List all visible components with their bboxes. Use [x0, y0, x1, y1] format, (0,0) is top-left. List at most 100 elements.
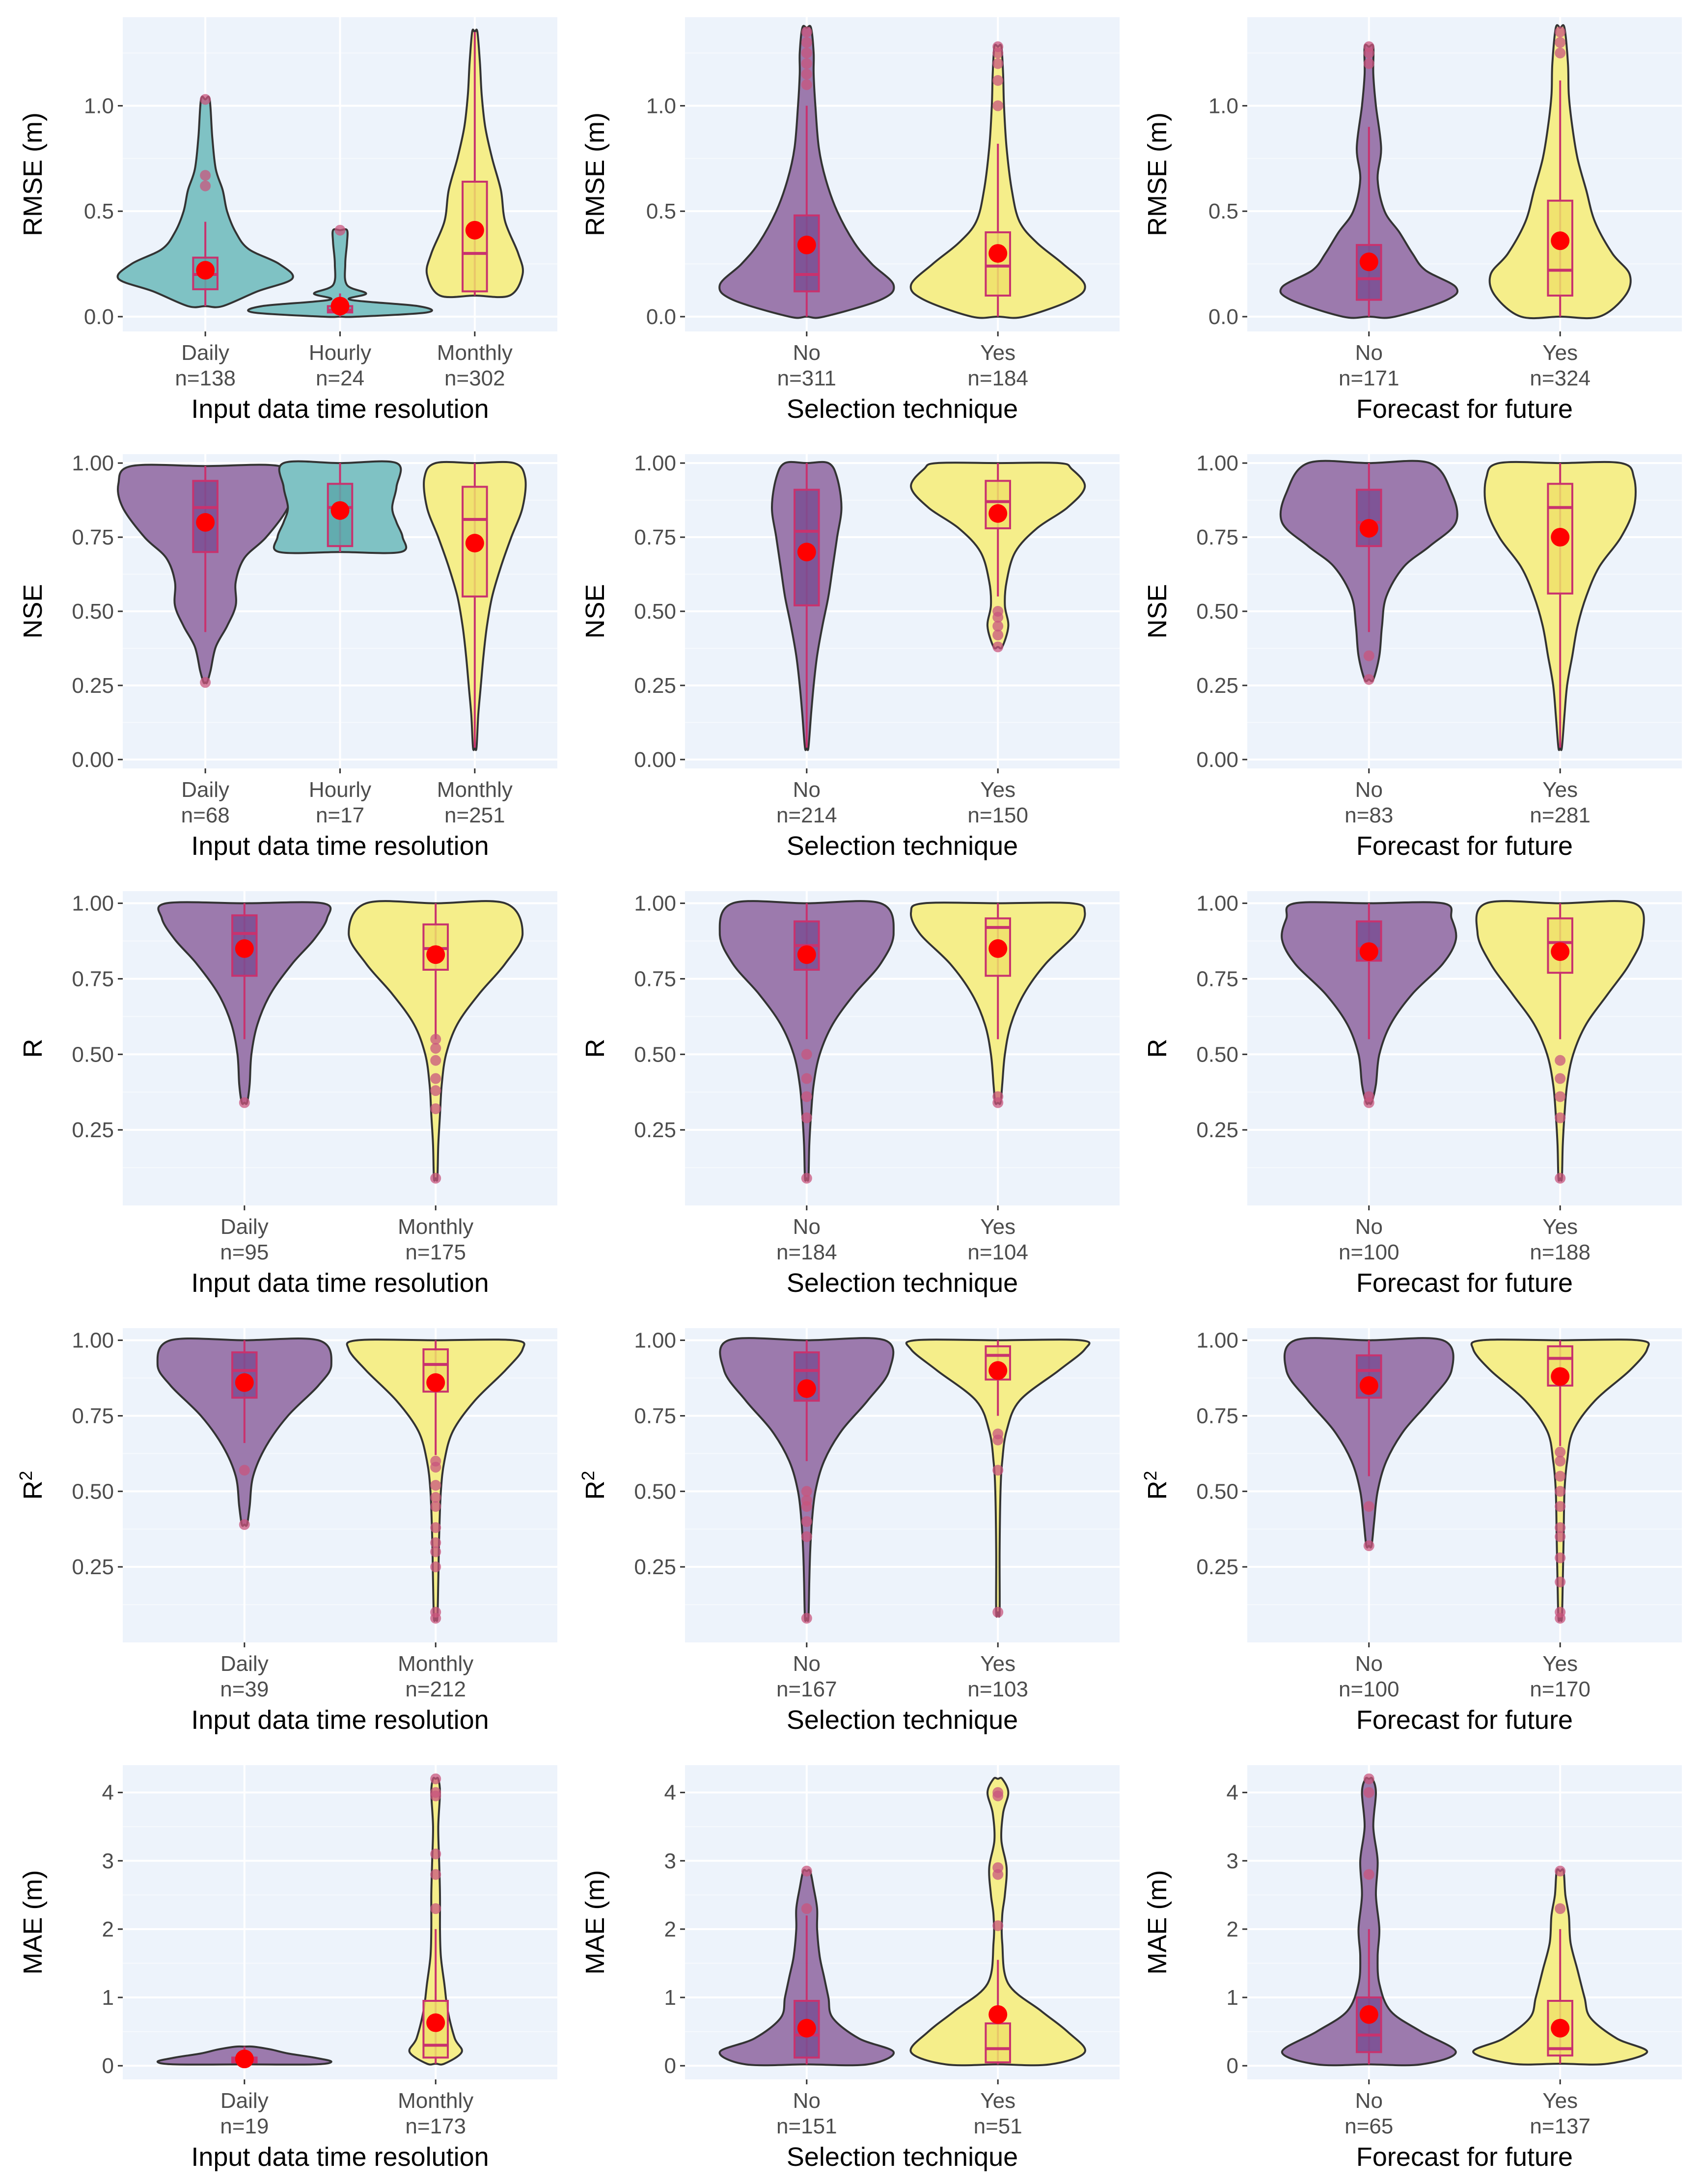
outlier-point [1555, 1903, 1566, 1914]
x-tick-label: Daily [220, 1215, 269, 1239]
outlier-point [992, 1920, 1004, 1931]
outlier-point [200, 180, 211, 191]
y-tick-label: 0.25 [72, 674, 114, 698]
box [1356, 489, 1382, 547]
outlier-point [1555, 27, 1566, 38]
y-tick-label: 0.50 [72, 1479, 114, 1503]
outlier-point [430, 1073, 441, 1084]
y-axis-label: RMSE (m) [1143, 112, 1172, 236]
group-no: Non=151 [718, 1865, 895, 2138]
y-tick-label: 0.50 [1196, 1479, 1238, 1503]
sample-size-label: n=184 [967, 366, 1028, 390]
y-tick-label: 1.00 [72, 451, 114, 475]
outlier-point [430, 1173, 441, 1184]
outlier-point [992, 1862, 1004, 1873]
x-axis-label: Selection technique [787, 1705, 1018, 1735]
y-tick-label: 0.25 [72, 1555, 114, 1579]
x-tick-label: Daily [220, 1652, 269, 1676]
group-no: Non=167 [719, 1337, 895, 1701]
sample-size-label: n=311 [777, 366, 836, 390]
mean-point [797, 543, 816, 562]
y-axis-label: NSE [18, 584, 48, 638]
outlier-point [1555, 1455, 1566, 1467]
x-tick-label: Yes [980, 778, 1015, 802]
y-axis-label: RMSE (m) [580, 112, 610, 236]
sample-size-label: n=173 [405, 2114, 466, 2138]
y-axis-label-text: R [580, 1481, 610, 1500]
y-tick-label: 0.25 [72, 1118, 114, 1142]
y-tick-label: 4 [102, 1781, 114, 1805]
y-tick-label: 0.00 [634, 748, 676, 772]
y-tick-label: 0.5 [84, 199, 114, 223]
outlier-point [239, 1465, 250, 1476]
y-tick-label: 0.50 [634, 1479, 676, 1503]
mean-point [797, 235, 816, 254]
mean-point [1359, 519, 1378, 538]
y-axis-label-text: MAE (m) [18, 1870, 48, 1975]
outlier-point [1363, 1540, 1374, 1552]
x-tick-label: No [1355, 341, 1383, 365]
x-tick-label: Monthly [398, 1215, 473, 1239]
y-axis-label-text: NSE [580, 584, 610, 638]
outlier-point [1363, 1787, 1374, 1798]
y-axis-label-text: R [1143, 1039, 1172, 1058]
y-tick-label: 3 [102, 1849, 114, 1873]
outlier-point [1555, 1471, 1566, 1482]
y-tick-label: 0.75 [72, 1404, 114, 1428]
y-tick-label: 4 [664, 1781, 676, 1805]
mean-point [1551, 528, 1570, 547]
y-axis-label-text: R [18, 1039, 48, 1058]
panel-3-2: 0.250.500.751.00R2Non=100Yesn=170Forecas… [1140, 1328, 1682, 1735]
outlier-point [1555, 1447, 1566, 1458]
outlier-point [1363, 1091, 1374, 1102]
y-tick-label: 1 [1227, 1986, 1238, 2010]
outlier-point [430, 1869, 441, 1880]
mean-point [797, 2019, 816, 2038]
x-tick-label: Daily [181, 341, 229, 365]
y-tick-label: 0.50 [72, 1042, 114, 1066]
outlier-point [1363, 41, 1374, 53]
y-tick-label: 1.00 [634, 451, 676, 475]
panel-background [123, 1765, 557, 2079]
x-tick-label: No [793, 778, 821, 802]
x-tick-label: Monthly [398, 2089, 473, 2113]
outlier-point [200, 677, 211, 688]
x-tick-label: No [793, 1652, 821, 1676]
panel-3-1: 0.250.500.751.00R2Non=167Yesn=103Selecti… [578, 1328, 1120, 1735]
x-tick-label: No [793, 1215, 821, 1239]
sample-size-label: n=83 [1344, 803, 1393, 827]
outlier-point [992, 1428, 1004, 1440]
violin-shape [1475, 900, 1645, 1182]
y-tick-label: 2 [664, 1917, 676, 1941]
sample-size-label: n=188 [1530, 1240, 1590, 1264]
outlier-point [801, 1049, 812, 1060]
mean-point [988, 1361, 1008, 1380]
outlier-point [801, 58, 812, 69]
mean-point [1359, 252, 1378, 272]
y-axis-label: RMSE (m) [18, 112, 48, 236]
y-tick-label: 0.00 [72, 748, 114, 772]
y-axis-label: NSE [1143, 584, 1172, 638]
y-axis-label-text: MAE (m) [580, 1870, 610, 1975]
sample-size-label: n=51 [974, 2114, 1022, 2138]
y-tick-label: 1.00 [72, 892, 114, 916]
y-axis-label: R2 [1140, 1471, 1173, 1500]
outlier-point [801, 48, 812, 59]
outlier-point [430, 1787, 441, 1798]
y-tick-label: 1.0 [1208, 94, 1238, 118]
mean-point [1551, 1367, 1570, 1386]
y-tick-label: 0.25 [1196, 1118, 1238, 1142]
outlier-point [1555, 1552, 1566, 1563]
mean-point [465, 534, 484, 553]
